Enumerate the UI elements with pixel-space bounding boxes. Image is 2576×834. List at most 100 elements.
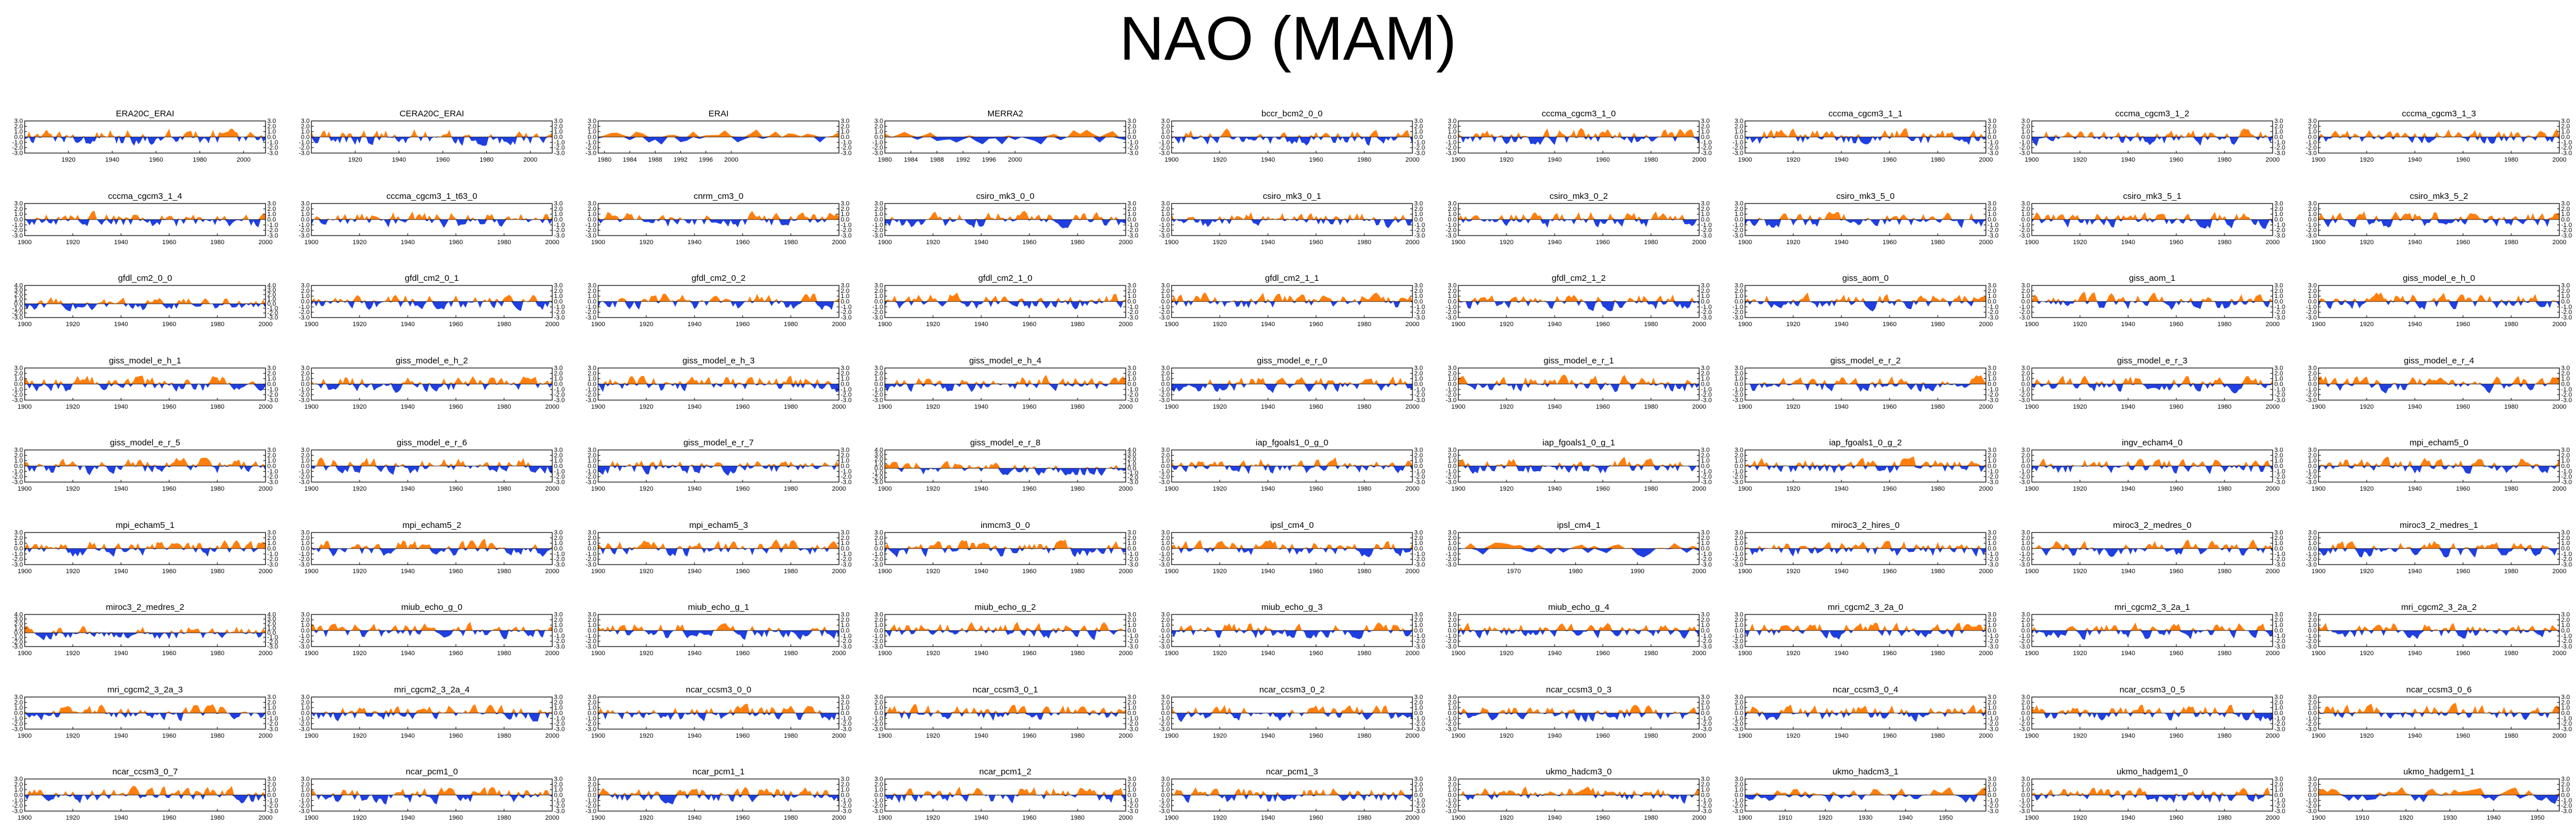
y-tick-label: 2.0 xyxy=(588,699,596,706)
y-tick-label-right: 1.0 xyxy=(554,786,563,793)
y-tick-label-right: -1.0 xyxy=(2274,386,2285,393)
x-tick-label: 1960 xyxy=(2169,239,2183,246)
y-tick-label-right: -1.0 xyxy=(1127,715,1138,722)
y-tick-label-right: 3.0 xyxy=(1127,452,1136,459)
x-tick-label: 1940 xyxy=(1261,485,1275,492)
positive-anomaly-area xyxy=(2319,211,2559,220)
y-tick-label-right: -1.0 xyxy=(267,306,278,312)
x-tick-label: 1980 xyxy=(784,650,798,657)
y-tick-label: -3.0 xyxy=(872,644,883,651)
y-tick-label-right: 1.0 xyxy=(1127,375,1136,382)
x-tick-label: 2000 xyxy=(1692,156,1706,163)
x-tick-label: 2000 xyxy=(1119,650,1133,657)
panel-title: ncar_ccsm3_0_4 xyxy=(1833,685,1898,695)
y-tick-label-right: -1.0 xyxy=(554,386,565,393)
y-tick-label: 1.0 xyxy=(1161,457,1170,464)
y-tick-label: -2.0 xyxy=(12,473,23,480)
nao-panel: giss_model_e_r_13.0 3.02.0 2.01.0 1.00.0 0.0… xyxy=(1446,356,1712,410)
x-tick-label: 1900 xyxy=(2025,568,2039,575)
y-tick-label: 1.0 xyxy=(875,293,883,300)
y-tick-label-right: -2.0 xyxy=(1414,721,1425,727)
y-tick-label-right: 3.0 xyxy=(1701,694,1709,700)
y-tick-label: -3.0 xyxy=(2019,726,2030,733)
y-tick-label: 0.0 xyxy=(2021,545,2030,552)
panel-title: MERRA2 xyxy=(988,109,1024,119)
x-tick-label: 2000 xyxy=(1979,239,1993,246)
y-tick-label: 1.0 xyxy=(1735,211,1743,218)
y-tick-label: -2.0 xyxy=(2306,556,2317,563)
y-tick-label: -1.0 xyxy=(1732,633,1743,640)
x-tick-label: 1920 xyxy=(2360,485,2374,492)
y-tick-label: -2.0 xyxy=(872,309,883,316)
y-tick-label-right: -1.0 xyxy=(1414,715,1425,722)
y-tick-label-right: 1.0 xyxy=(2274,293,2283,300)
y-tick-label: -2.0 xyxy=(1446,227,1457,234)
x-tick-label: 1940 xyxy=(1835,485,1848,492)
y-tick-label-right: -3.0 xyxy=(841,561,852,568)
y-tick-label: 3.0 xyxy=(2021,200,2030,207)
y-tick-label: 3.0 xyxy=(2021,118,2030,125)
y-tick-label-right: 1.0 xyxy=(1988,457,1996,464)
x-tick-label: 1940 xyxy=(401,239,415,246)
y-tick-label-right: 3.0 xyxy=(1127,612,1136,618)
y-tick-label: 0.0 xyxy=(588,545,596,552)
x-tick-label: 1900 xyxy=(305,733,318,739)
panel-title: ukmo_hadcm3_1 xyxy=(1832,767,1898,777)
x-tick-label: 1940 xyxy=(401,650,415,657)
y-tick-label: 0.0 xyxy=(14,216,23,223)
y-tick-label: -1.0 xyxy=(12,221,23,228)
y-tick-label: 0.0 xyxy=(1448,463,1457,470)
negative-anomaly-area xyxy=(1745,466,1986,473)
x-tick-label: 1920 xyxy=(66,733,80,739)
panel-title: csiro_mk3_0_1 xyxy=(1263,191,1321,201)
y-tick-label-right: 1.0 xyxy=(2274,211,2283,218)
y-tick-label: 1.0 xyxy=(2021,540,2030,547)
positive-anomaly-area xyxy=(25,703,266,713)
positive-anomaly-area xyxy=(1745,456,1986,466)
x-tick-label: 1900 xyxy=(2312,239,2325,246)
negative-anomaly-area xyxy=(885,631,1126,640)
x-tick-label: 1960 xyxy=(1309,239,1323,246)
y-tick-label-right: 0.0 xyxy=(1127,299,1136,306)
negative-anomaly-area xyxy=(2319,548,2559,558)
x-tick-label: 1980 xyxy=(2504,485,2518,492)
y-tick-label: -2.0 xyxy=(586,638,596,645)
panel-title: ncar_pcm1_2 xyxy=(979,767,1032,777)
x-tick-label: 2000 xyxy=(545,321,559,328)
x-tick-label: 2000 xyxy=(1979,485,1993,492)
y-tick-label-right: 0.0 xyxy=(1701,134,1709,141)
y-tick-label-right: 2.0 xyxy=(2561,205,2570,212)
y-tick-label: 2.0 xyxy=(14,621,23,628)
y-tick-label: 3.0 xyxy=(14,694,23,700)
y-tick-label: -2.0 xyxy=(299,721,310,727)
y-tick-label-right: 2.0 xyxy=(2274,781,2283,788)
y-tick-label-right: -1.0 xyxy=(841,386,852,393)
y-tick-label-right: -1.0 xyxy=(841,797,852,804)
positive-anomaly-area xyxy=(1745,622,1986,631)
x-tick-label: 1900 xyxy=(2312,815,2325,821)
y-tick-label: -2.0 xyxy=(586,391,596,398)
y-tick-label: -3.0 xyxy=(872,232,883,239)
y-tick-label: 0.0 xyxy=(1735,216,1743,223)
y-tick-label-right: -2.0 xyxy=(1127,391,1138,398)
y-tick-label-right: 0.0 xyxy=(267,710,276,716)
x-tick-label: 2000 xyxy=(1692,321,1706,328)
y-tick-label: -1.0 xyxy=(12,797,23,804)
y-tick-label: 0.0 xyxy=(1448,792,1457,799)
x-tick-label: 2000 xyxy=(832,404,846,410)
y-tick-label-right: -2.0 xyxy=(1701,473,1712,480)
y-tick-label-right: -2.0 xyxy=(1701,144,1712,151)
y-tick-label-right: 1.0 xyxy=(841,704,849,711)
x-tick-label: 1900 xyxy=(1451,239,1465,246)
x-tick-label: 1940 xyxy=(974,650,988,657)
panel-title: mpi_echam5_3 xyxy=(689,520,748,530)
y-tick-label-right: -1.0 xyxy=(2274,633,2285,640)
panel-frame xyxy=(24,285,266,318)
nao-panel: miub_echo_g_03.0 3.02.0 2.01.0 1.00.0 0.0-1.… xyxy=(299,602,565,657)
positive-anomaly-area xyxy=(311,457,552,466)
negative-anomaly-area xyxy=(598,795,839,805)
y-tick-label-right: -2.0 xyxy=(2274,802,2285,809)
y-tick-label: 0.0 xyxy=(2021,792,2030,799)
y-tick-label: 1.0 xyxy=(2021,293,2030,300)
